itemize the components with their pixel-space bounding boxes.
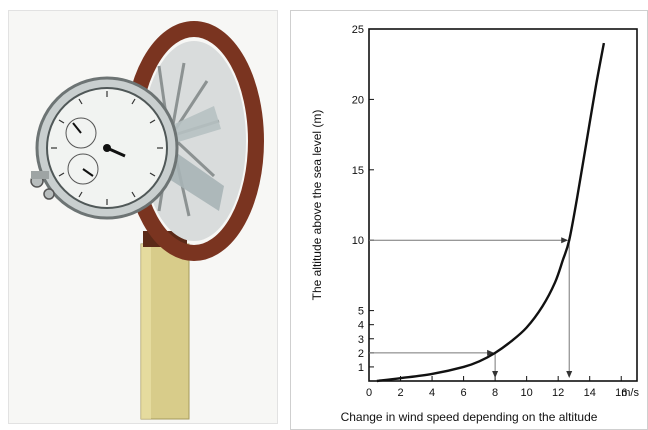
guide-arrow-down xyxy=(492,371,499,378)
y-tick-label: 3 xyxy=(358,334,364,346)
x-tick-label: 6 xyxy=(461,387,467,399)
y-tick-label: 10 xyxy=(352,235,364,247)
y-tick-label: 1 xyxy=(358,362,364,374)
dial-ticks xyxy=(51,91,163,205)
plot-frame xyxy=(368,28,638,382)
x-tick-label: 0 xyxy=(366,387,372,399)
x-unit-label: m/s xyxy=(621,387,639,399)
y-tick-label: 5 xyxy=(358,306,364,318)
x-tick-label: 10 xyxy=(521,387,533,399)
x-tick-label: 4 xyxy=(429,387,435,399)
anemometer-photo xyxy=(8,10,278,424)
guide-arrow-right xyxy=(561,237,569,244)
x-tick-label: 12 xyxy=(552,387,564,399)
guide-arrow-right xyxy=(487,349,495,356)
y-tick-label: 25 xyxy=(352,24,364,36)
x-axis-title: Change in wind speed depending on the al… xyxy=(341,410,598,424)
wind-speed-curve xyxy=(376,42,606,383)
anemometer-illustration xyxy=(30,21,264,420)
y-tick-label: 20 xyxy=(352,94,364,106)
y-axis-title: The altitude above the sea level (m) xyxy=(310,110,324,301)
y-tick-label: 15 xyxy=(352,165,364,177)
y-tick-label: 4 xyxy=(358,320,364,332)
guide-arrow-down xyxy=(566,371,573,378)
x-tick-label: 2 xyxy=(397,387,403,399)
x-tick-label: 14 xyxy=(584,387,596,399)
x-tick-label: 16 xyxy=(615,387,627,399)
chart-panel: 0 2 4 6 8 10 12 14 16 m/s 1 2 3 4 5 10 15 20 25 The altitud… xyxy=(290,10,648,430)
x-tick-label: 8 xyxy=(492,387,498,399)
y-tick-label: 2 xyxy=(358,348,364,360)
